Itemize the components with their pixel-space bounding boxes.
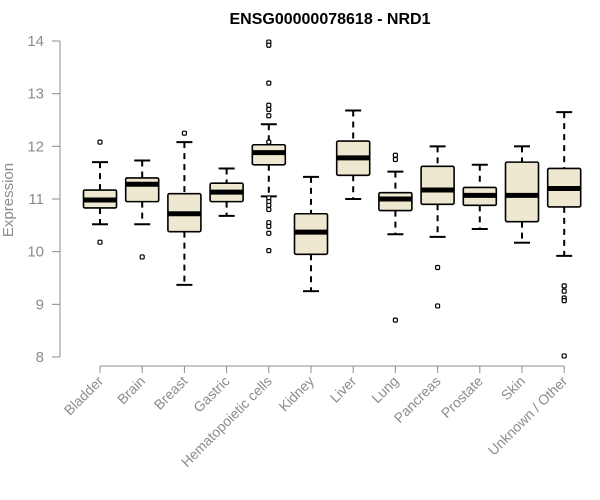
x-tick-label: Bladder (61, 373, 107, 419)
y-tick-label: 10 (27, 244, 44, 261)
box-group (420, 145, 455, 309)
outlier-point (266, 223, 272, 229)
box-group (546, 111, 582, 359)
outlier-point (392, 156, 398, 163)
outlier-point (266, 248, 272, 254)
x-tick-label: Brain (114, 373, 148, 407)
outlier-point (266, 113, 272, 119)
outlier-point (266, 139, 272, 145)
outlier-point (266, 206, 272, 213)
box-group (209, 167, 244, 217)
box-group (462, 163, 498, 231)
outlier-point (266, 230, 272, 236)
outlier-point (392, 152, 398, 158)
outlier-point (266, 102, 272, 108)
outlier-point (266, 42, 272, 48)
chart-title: ENSG00000078618 - NRD1 (229, 11, 430, 28)
outlier-point (139, 254, 145, 260)
outlier-point (266, 106, 272, 113)
x-tick-label: Lung (368, 373, 401, 406)
y-axis: 8 9 10 11 12 13 14 (27, 33, 61, 366)
outlier-point (435, 303, 441, 309)
box-iqr (124, 177, 160, 203)
outlier-point (97, 139, 103, 145)
y-tick-label: 14 (27, 33, 44, 50)
box-group (335, 109, 371, 200)
outlier-point (266, 202, 272, 208)
outlier-point (181, 130, 187, 136)
x-tick-label: Pancreas (391, 373, 444, 426)
y-axis-label: Expression (0, 163, 17, 237)
y-tick-label: 12 (27, 138, 44, 155)
box-group (82, 139, 118, 245)
box-iqr (504, 161, 540, 223)
box-iqr (378, 191, 413, 212)
box-group (378, 152, 413, 323)
box-series (82, 39, 582, 359)
outlier-point (435, 264, 441, 271)
y-tick-label: 8 (36, 349, 44, 366)
x-tick-label: Prostate (438, 373, 486, 421)
x-tick-label: Liver (327, 373, 360, 406)
x-tick-label: Breast (151, 373, 191, 413)
outlier-point (392, 317, 398, 323)
box-group (293, 175, 329, 293)
y-tick-label: 13 (27, 86, 44, 103)
outlier-point (561, 283, 567, 289)
outlier-point (266, 80, 272, 86)
x-tick-label: Skin (498, 373, 529, 404)
box-group (124, 159, 160, 260)
y-tick-label: 11 (28, 191, 44, 208)
outlier-point (561, 288, 567, 294)
y-tick-label: 9 (36, 296, 44, 313)
x-tick-label: Kidney (276, 373, 318, 415)
x-tick-label: Unknown / Other (485, 373, 571, 459)
outlier-point (97, 239, 103, 245)
box-group (167, 130, 202, 286)
box-group (251, 39, 287, 254)
box-group (504, 145, 540, 244)
box-iqr (420, 165, 455, 206)
outlier-point (561, 298, 567, 304)
outlier-point (561, 353, 567, 359)
